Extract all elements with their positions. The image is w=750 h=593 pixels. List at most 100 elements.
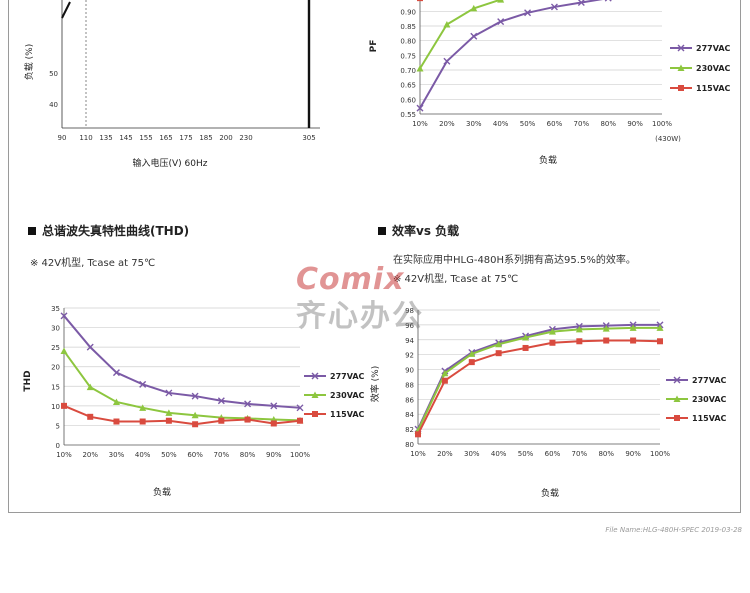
marker-square [522,344,529,351]
marker-x [296,404,304,412]
x-tick-label: 60% [547,120,563,128]
marker-triangle [495,340,503,348]
marker-square [495,350,502,357]
pf-y-axis-label: PF [369,40,379,53]
x-tick-label: 80% [240,451,256,459]
marker-triangle [86,383,94,391]
marker-triangle [112,398,120,405]
marker-x [524,9,532,17]
series-115VAC [415,337,663,438]
x-tick-label: 50% [520,120,536,128]
series-line [419,0,604,109]
marker-square [270,420,277,427]
y-tick-label: 94 [405,337,414,345]
x-tick-label: 90% [266,451,282,459]
thd-title-text: 总谐波失真特性曲线(THD) [42,224,190,238]
legend-label: 115VAC [692,414,727,423]
y-tick-label: 80 [405,441,414,449]
marker-x [86,343,94,351]
marker-x [609,0,612,2]
x-tick-label: 40% [491,450,507,458]
x-tick-label: 50% [518,450,534,458]
x-tick-label: 10% [412,120,428,128]
legend-label: 115VAC [696,84,731,93]
y-tick-40: 40 [49,101,58,109]
x-tick-label: 155 [139,134,152,142]
grid-lines: 80 82 84 86 88 90 92 94 96 98 [405,307,660,449]
x-tick-label: 40% [493,120,509,128]
series-line [417,323,660,430]
marker-square [165,417,172,424]
marker-x [191,392,199,400]
series-230VAC [414,324,664,434]
x-tick-label: 305 [302,134,315,142]
marker-x [604,0,608,2]
x-tick-label: 90% [627,120,643,128]
y-tick-label: 20 [51,364,60,372]
marker-x [60,312,68,320]
marker-triangle [191,411,199,419]
legend: 277VAC 230VAC 115VAC [670,44,731,93]
y-tick-label: 84 [405,411,414,419]
y-tick-label: 92 [405,352,414,360]
series-230VAC [416,0,505,72]
x-tick-label: 200 [219,134,232,142]
y-tick-label: 90 [405,367,414,375]
bullet-square-icon [378,226,386,235]
y-tick-label: 0.90 [400,8,416,16]
x-tick-label: 100% [650,450,670,458]
pf-x-axis-label: 负载 [539,154,557,166]
marker-x [112,369,120,377]
eff-title-text: 效率vs 负载 [392,224,460,238]
marker-triangle [575,325,583,333]
marker-triangle [311,391,319,398]
eff-section-title: 效率vs 负载 [378,222,459,239]
series-277VAC [60,312,304,412]
marker-triangle [548,328,556,335]
marker-square [603,337,610,344]
y-tick-label: 86 [405,396,414,404]
series-230VAC [60,347,304,424]
thd-chart: THD 负载 0 5 10 15 20 25 30 35 10% 20% 30% 40% 50% 60% 7… [23,305,364,498]
y-tick-label: 0.95 [400,0,416,2]
marker-x [673,376,681,384]
thd-note: ※ 42V机型, Tcase at 75℃ [30,258,156,269]
marker-x [470,32,478,40]
x-tick-label: 90% [625,450,641,458]
marker-square [139,418,146,425]
y-tick-label: 35 [51,305,60,313]
marker-x [311,372,319,380]
legend-label: 115VAC [330,410,364,419]
grid-lines: 0.55 0.60 0.65 0.70 0.75 0.80 0.85 0.90 0.95 [400,0,662,119]
marker-triangle [673,395,681,402]
eff-x-axis-label: 负载 [541,487,559,499]
marker-square [657,338,663,345]
x-tick-label: 10% [410,450,426,458]
x-tick-label: 10% [56,451,72,459]
pf-x-note: (430W) [655,135,681,143]
grid-lines: 0 5 10 15 20 25 30 35 [51,305,300,450]
document-frame [8,0,741,513]
series-line [63,404,301,426]
marker-triangle [522,334,530,341]
y-tick-label: 82 [405,426,414,434]
thd-section-title: 总谐波失真特性曲线(THD) [28,222,189,239]
legend-label: 277VAC [696,44,731,53]
y-tick-label: 0.60 [400,96,416,104]
y-tick-label: 96 [405,322,414,330]
marker-triangle [629,324,637,331]
marker-triangle [139,404,147,411]
marker-square [61,402,67,409]
legend: 277VAC 230VAC 115VAC [666,376,727,423]
x-tick-label: 80% [598,450,614,458]
x-tick-label: 175 [179,134,192,142]
marker-triangle [677,64,685,71]
legend-label: 277VAC [330,372,364,381]
y-tick-label: 98 [405,307,414,315]
legend: 277VAC 230VAC 115VAC [304,372,364,419]
marker-square [441,377,448,384]
marker-square [468,359,475,366]
marker-x [165,389,173,397]
x-tick-label: 100% [290,451,310,459]
y-tick-label: 25 [51,344,60,352]
